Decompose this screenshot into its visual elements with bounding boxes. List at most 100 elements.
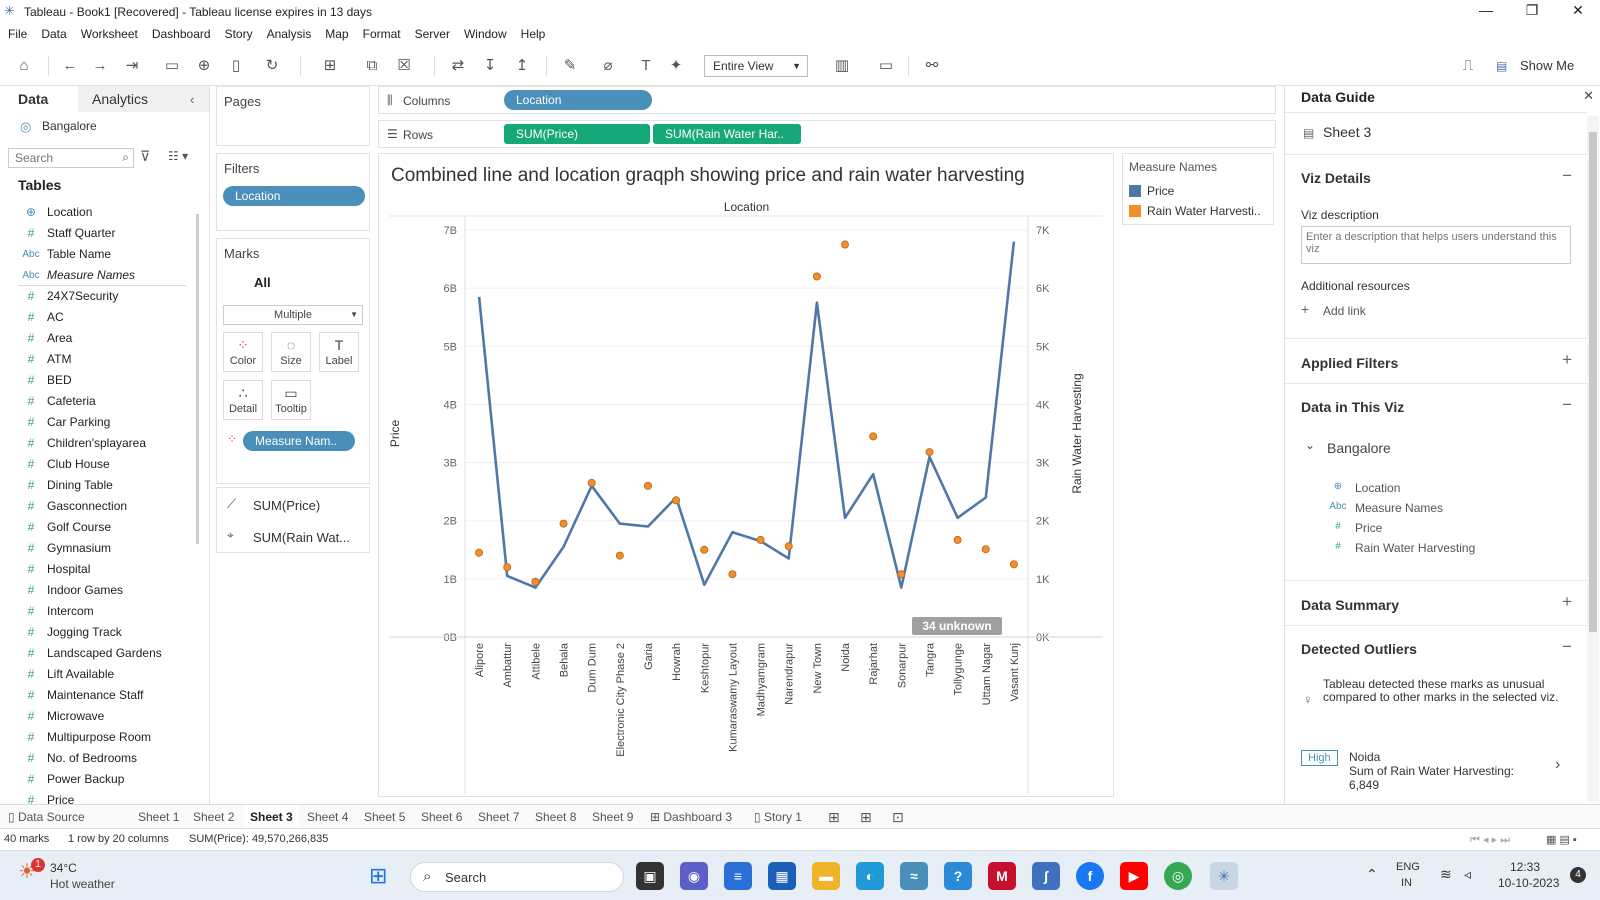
expand-filters-icon[interactable]: + xyxy=(1562,350,1572,369)
menu-dashboard[interactable]: Dashboard xyxy=(151,27,211,41)
field-item[interactable]: Abc Measure Names xyxy=(0,265,196,286)
search-input[interactable] xyxy=(9,149,109,167)
data-summary-heading[interactable]: Data Summary xyxy=(1301,597,1400,613)
columns-shelf[interactable]: ⫼ Columns Location xyxy=(378,86,1276,114)
help-app-icon[interactable]: ? xyxy=(944,862,972,890)
volume-icon[interactable]: ◃ xyxy=(1464,866,1472,882)
size-button[interactable]: ◌ Size xyxy=(271,332,311,372)
tab-sheet-1[interactable]: Sheet 1 xyxy=(138,810,180,824)
columns-pill-location[interactable]: Location xyxy=(504,90,652,110)
file-explorer-icon[interactable]: ▬ xyxy=(812,862,840,890)
outlier-name[interactable]: Noida xyxy=(1349,750,1381,764)
field-item[interactable]: # No. of Bedrooms xyxy=(0,748,196,769)
field-item[interactable]: # Indoor Games xyxy=(0,580,196,601)
close-guide-icon[interactable]: ✕ xyxy=(1583,88,1594,103)
swap-rows-columns-icon[interactable]: ⇄ xyxy=(451,57,465,74)
field-item[interactable]: # Intercom xyxy=(0,601,196,622)
clear-sheet-icon[interactable]: ☒ xyxy=(397,57,411,74)
guide-field-name[interactable]: Rain Water Harvesting xyxy=(1355,541,1476,555)
rain-water-point[interactable] xyxy=(559,519,568,528)
field-item[interactable]: # Multipurpose Room xyxy=(0,727,196,748)
rain-water-point[interactable] xyxy=(1009,560,1018,569)
field-item[interactable]: # Car Parking xyxy=(0,412,196,433)
field-item[interactable]: # Microwave xyxy=(0,706,196,727)
rain-water-point[interactable] xyxy=(503,563,512,572)
field-item[interactable]: # Gasconnection xyxy=(0,496,196,517)
facebook-icon[interactable]: f xyxy=(1076,862,1104,890)
menu-window[interactable]: Window xyxy=(463,27,507,41)
field-item[interactable]: # Hospital xyxy=(0,559,196,580)
home-icon[interactable]: ⌂ xyxy=(19,57,29,74)
color-pill-measure-names[interactable]: Measure Nam.. xyxy=(243,431,355,451)
show-me-icon[interactable]: ▤ xyxy=(1496,59,1508,73)
field-item[interactable]: # Lift Available xyxy=(0,664,196,685)
menu-help[interactable]: Help xyxy=(520,27,546,41)
applied-filters-heading[interactable]: Applied Filters xyxy=(1301,355,1399,371)
field-item[interactable]: # Children'splayarea xyxy=(0,433,196,454)
new-dashboard-tab-icon[interactable]: ⊞ xyxy=(860,809,872,825)
show-cards-icon[interactable]: ▥ xyxy=(834,57,850,74)
pause-updates-icon[interactable]: ▯ xyxy=(231,57,241,74)
expand-summary-icon[interactable]: + xyxy=(1562,592,1572,611)
youtube-icon[interactable]: ▶ xyxy=(1120,862,1148,890)
guide-scrollbar[interactable] xyxy=(1587,116,1599,802)
sheet-view-icons[interactable]: ▦ ▤ ▪ xyxy=(1546,834,1577,846)
field-item[interactable]: # AC xyxy=(0,307,196,328)
field-item[interactable]: # Maintenance Staff xyxy=(0,685,196,706)
viz-description-input[interactable] xyxy=(1301,226,1571,264)
rain-water-point[interactable] xyxy=(587,478,596,487)
guide-field-name[interactable]: Location xyxy=(1355,481,1401,495)
rain-water-point[interactable] xyxy=(728,570,737,579)
detail-button[interactable]: ∴ Detail xyxy=(223,380,263,420)
rows-pill-sum-rain[interactable]: SUM(Rain Water Har.. xyxy=(653,124,801,144)
maximize-button[interactable]: ❐ xyxy=(1525,2,1539,18)
rain-water-point[interactable] xyxy=(981,545,990,554)
field-item[interactable]: # ATM xyxy=(0,349,196,370)
new-datasource-icon[interactable]: ⊕ xyxy=(197,57,211,74)
guide-field-name[interactable]: Measure Names xyxy=(1355,501,1444,515)
fix-axes-icon[interactable]: ✦ xyxy=(669,57,683,74)
language-code[interactable]: ENG xyxy=(1396,861,1420,873)
legend-item-rain[interactable]: Rain Water Harvesti.. xyxy=(1147,204,1261,218)
marks-sum-rain[interactable]: SUM(Rain Wat... xyxy=(253,530,351,545)
rain-water-point[interactable] xyxy=(531,577,540,586)
tab-story-1[interactable]: ▯ Story 1 xyxy=(754,805,802,829)
tableau-taskbar-icon[interactable]: ✳ xyxy=(1210,862,1238,890)
field-item[interactable]: # Price xyxy=(0,790,196,804)
field-item[interactable]: # Cafeteria xyxy=(0,391,196,412)
rain-water-point[interactable] xyxy=(700,545,709,554)
price-series-line[interactable] xyxy=(477,241,1016,589)
wifi-icon[interactable]: ≋ xyxy=(1440,866,1452,882)
chevron-down-icon[interactable]: ⌄ xyxy=(1305,438,1316,452)
collapse-viz-details-icon[interactable]: − xyxy=(1562,166,1572,185)
tab-sheet-4[interactable]: Sheet 4 xyxy=(307,810,349,824)
field-item[interactable]: # Area xyxy=(0,328,196,349)
chevron-right-icon[interactable]: › xyxy=(1555,756,1561,773)
new-story-tab-icon[interactable]: ⊡ xyxy=(892,809,904,825)
rain-water-point[interactable] xyxy=(756,535,765,544)
marks-sum-price[interactable]: SUM(Price) xyxy=(253,498,321,513)
field-item[interactable]: # Power Backup xyxy=(0,769,196,790)
field-item[interactable]: # Jogging Track xyxy=(0,622,196,643)
tab-sheet-7[interactable]: Sheet 7 xyxy=(478,810,520,824)
filters-shelf[interactable]: Filters Location xyxy=(216,153,370,231)
replay-icon[interactable]: ⇥ xyxy=(125,57,139,74)
presentation-mode-icon[interactable]: ▭ xyxy=(878,57,894,74)
field-item[interactable]: # Staff Quarter xyxy=(0,223,196,244)
highlight-icon[interactable]: ✎ xyxy=(563,57,577,74)
add-link-button[interactable]: Add link xyxy=(1323,304,1366,318)
menu-format[interactable]: Format xyxy=(362,27,401,41)
guide-field-name[interactable]: Price xyxy=(1355,521,1383,535)
rows-pill-sum-price[interactable]: SUM(Price) xyxy=(504,124,650,144)
tab-sheet-2[interactable]: Sheet 2 xyxy=(193,810,235,824)
filter-pill-location[interactable]: Location xyxy=(223,186,365,206)
marks-all-tab[interactable]: All xyxy=(254,275,271,290)
show-me-button[interactable]: Show Me xyxy=(1520,58,1575,73)
undo-icon[interactable]: ← xyxy=(62,57,78,74)
legend-item-price[interactable]: Price xyxy=(1147,184,1175,198)
tab-data[interactable]: Data xyxy=(0,86,78,112)
collapse-data-in-viz-icon[interactable]: − xyxy=(1562,395,1572,414)
field-item[interactable]: ⊕ Location xyxy=(0,202,196,223)
scrollbar[interactable] xyxy=(196,214,199,544)
rain-water-point[interactable] xyxy=(615,551,624,560)
